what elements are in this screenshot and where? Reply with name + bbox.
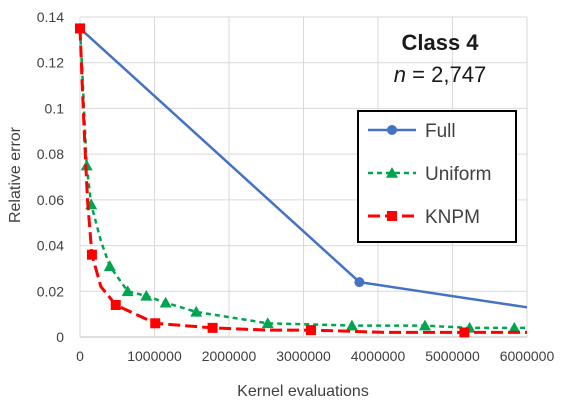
x-tick-label: 2000000 <box>202 348 257 364</box>
y-tick-label: 0.08 <box>37 146 64 162</box>
y-tick-label: 0.12 <box>37 55 64 71</box>
y-axis-label: Relative error <box>7 126 24 223</box>
data-point-uniform <box>140 289 153 301</box>
y-tick-label: 0 <box>56 329 64 345</box>
y-tick-label: 0.1 <box>45 100 65 116</box>
y-tick-labels: 0 0.02 0.04 0.06 0.08 0.1 0.12 0.14 <box>37 9 64 345</box>
sample-size-label: n = 2,747 <box>394 62 486 87</box>
class-annotation: Class 4 n = 2,747 <box>394 30 486 87</box>
y-tick-label: 0.02 <box>37 283 64 299</box>
data-point-uniform <box>261 317 274 329</box>
x-tick-label: 5000000 <box>425 348 480 364</box>
y-tick-label: 0.04 <box>37 238 64 254</box>
x-tick-label: 3000000 <box>276 348 331 364</box>
data-point-knpm <box>207 322 218 333</box>
series-layer <box>75 23 528 338</box>
data-point-knpm <box>305 325 316 336</box>
legend-label-knpm: KNPM <box>425 207 480 228</box>
legend: Full Uniform KNPM <box>357 110 517 243</box>
data-point-uniform <box>159 296 172 308</box>
legend-label-full: Full <box>425 121 456 142</box>
data-point-uniform <box>508 321 521 333</box>
data-point-knpm <box>75 23 85 34</box>
data-point-uniform <box>418 319 431 331</box>
legend-marker-full <box>387 125 397 135</box>
legend-marker-knpm <box>387 211 397 221</box>
legend-label-uniform: Uniform <box>425 164 492 185</box>
x-axis-label: Kernel evaluations <box>237 383 369 400</box>
data-point-knpm <box>110 300 121 310</box>
x-tick-labels: 0 1000000 2000000 3000000 4000000 5000000 6000… <box>76 348 554 364</box>
data-point-uniform <box>121 285 134 297</box>
legend-box <box>357 110 517 243</box>
x-tick-label: 4000000 <box>351 348 406 364</box>
x-tick-label: 6000000 <box>500 348 555 364</box>
series-knpm <box>75 23 527 338</box>
data-point-knpm <box>459 327 470 338</box>
data-point-full <box>354 277 365 288</box>
legend-marker-uniform <box>386 167 398 178</box>
x-tick-label: 1000000 <box>127 348 182 364</box>
x-tick-label: 0 <box>76 348 84 364</box>
sample-size-value: = 2,747 <box>406 62 486 87</box>
y-tick-label: 0.14 <box>37 9 64 25</box>
y-tick-label: 0.06 <box>37 192 64 208</box>
data-point-uniform <box>345 319 358 331</box>
sample-size-variable: n <box>394 62 406 87</box>
data-point-knpm <box>86 249 97 260</box>
data-point-knpm <box>150 318 161 329</box>
class-title: Class 4 <box>401 30 479 55</box>
data-point-uniform <box>103 260 116 271</box>
data-point-uniform <box>190 305 203 317</box>
